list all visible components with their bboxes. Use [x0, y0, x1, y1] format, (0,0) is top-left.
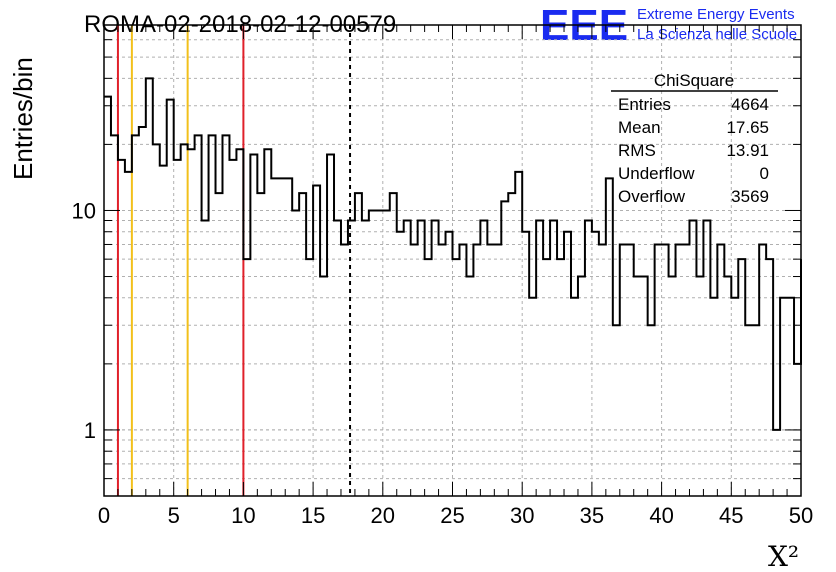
x-tick-label: 5: [168, 503, 180, 528]
logo-line1: Extreme Energy Events: [637, 6, 795, 23]
stats-label: Overflow: [618, 187, 686, 206]
stats-rows: Entries 4664 Mean 17.65 RMS 13.91 Underflow 0 Ov…: [618, 95, 769, 206]
stats-value: 13.91: [726, 141, 769, 160]
x-axis-label: X²: [768, 540, 799, 572]
x-tick-label: 45: [719, 503, 743, 528]
stats-value: 17.65: [726, 118, 769, 137]
y-tick-label: 10: [72, 198, 96, 223]
y-tick-label: 1: [84, 418, 96, 443]
x-tick-label: 30: [510, 503, 534, 528]
stats-value: 0: [760, 164, 769, 183]
histogram-outline: [104, 77, 802, 431]
x-tick-label: 15: [301, 503, 325, 528]
x-tick-label: 50: [789, 503, 813, 528]
x-tick-label: 35: [580, 503, 604, 528]
stats-label: RMS: [618, 141, 656, 160]
x-tick-label: 20: [371, 503, 395, 528]
x-tick-label: 25: [440, 503, 464, 528]
histogram: [104, 77, 802, 431]
stats-label: Entries: [618, 95, 671, 114]
stats-title: ChiSquare: [654, 71, 734, 90]
stats-value: 3569: [731, 187, 769, 206]
axes: 0 5 10 15 20 25 30 35 40 45 50 1 10: [72, 24, 813, 528]
x-tick-label: 0: [98, 503, 110, 528]
y-axis-label: Entries/bin: [8, 57, 38, 180]
stats-value: 4664: [731, 95, 769, 114]
x-tick-label: 10: [231, 503, 255, 528]
logo-line2: La Scienza nelle Scuole: [637, 26, 797, 43]
stats-box: ChiSquare Entries 4664 Mean 17.65 RMS 13.91 Un…: [611, 71, 778, 206]
stats-label: Underflow: [618, 164, 695, 183]
reference-lines: [116, 25, 352, 496]
stats-label: Mean: [618, 118, 661, 137]
x-tick-label: 40: [649, 503, 673, 528]
